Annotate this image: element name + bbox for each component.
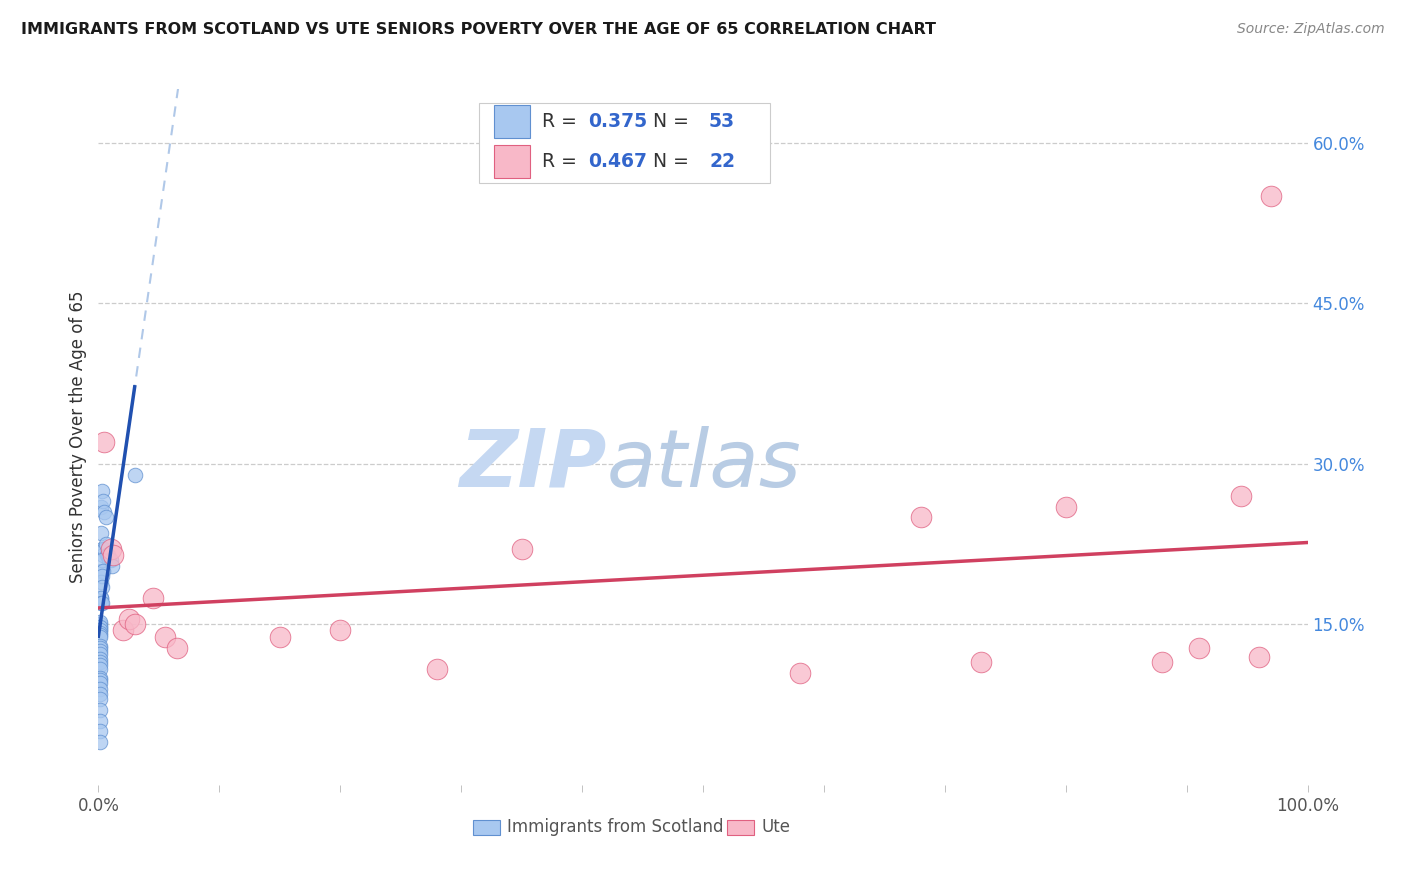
- Point: [1230, 489, 1253, 503]
- Point: [93, 435, 115, 450]
- Text: Immigrants from Scotland: Immigrants from Scotland: [508, 818, 724, 837]
- Point: [91, 553, 114, 567]
- Point: [100, 558, 122, 573]
- Point: [118, 612, 141, 626]
- Point: [89, 615, 111, 630]
- Point: [89, 644, 111, 658]
- Point: [89, 735, 111, 749]
- Text: N =: N =: [641, 112, 695, 131]
- Point: [89, 671, 111, 685]
- Point: [1260, 189, 1282, 203]
- Bar: [727, 820, 754, 835]
- Point: [94, 537, 117, 551]
- Point: [98, 553, 121, 567]
- Text: IMMIGRANTS FROM SCOTLAND VS UTE SENIORS POVERTY OVER THE AGE OF 65 CORRELATION C: IMMIGRANTS FROM SCOTLAND VS UTE SENIORS …: [21, 22, 936, 37]
- Point: [142, 591, 165, 605]
- Point: [90, 596, 112, 610]
- Point: [90, 574, 112, 589]
- Point: [100, 553, 122, 567]
- Point: [97, 548, 120, 562]
- Point: [89, 673, 111, 687]
- Point: [89, 692, 111, 706]
- Point: [94, 510, 117, 524]
- Point: [89, 617, 111, 632]
- Point: [89, 703, 111, 717]
- Point: [93, 542, 115, 557]
- Text: 0.467: 0.467: [588, 152, 647, 171]
- Text: atlas: atlas: [606, 425, 801, 504]
- Point: [89, 628, 111, 642]
- Point: [124, 467, 146, 482]
- Point: [89, 651, 111, 665]
- Point: [100, 542, 122, 557]
- Point: [90, 526, 112, 541]
- Point: [96, 548, 118, 562]
- Point: [89, 662, 111, 676]
- Point: [91, 569, 114, 583]
- Point: [90, 591, 112, 605]
- Point: [91, 548, 114, 562]
- Point: [269, 630, 291, 644]
- Point: [91, 494, 114, 508]
- Point: [153, 630, 176, 644]
- Point: [89, 648, 111, 662]
- Point: [89, 724, 111, 739]
- Text: R =: R =: [543, 112, 583, 131]
- Text: 53: 53: [709, 112, 735, 131]
- Point: [89, 626, 111, 640]
- Point: [90, 564, 112, 578]
- Point: [90, 500, 112, 514]
- Point: [91, 564, 114, 578]
- Y-axis label: Seniors Poverty Over the Age of 65: Seniors Poverty Over the Age of 65: [69, 291, 87, 583]
- Point: [91, 542, 114, 557]
- Point: [89, 619, 111, 633]
- Point: [1249, 649, 1271, 664]
- Point: [510, 542, 533, 557]
- Point: [89, 640, 111, 655]
- Point: [166, 640, 188, 655]
- Point: [89, 630, 111, 644]
- Text: N =: N =: [641, 152, 695, 171]
- Point: [89, 714, 111, 728]
- Point: [89, 623, 111, 637]
- Point: [1152, 655, 1174, 669]
- Point: [89, 676, 111, 690]
- Point: [89, 687, 111, 701]
- Point: [124, 617, 146, 632]
- Bar: [494, 104, 530, 138]
- Point: [89, 658, 111, 673]
- Point: [89, 681, 111, 696]
- Point: [789, 665, 811, 680]
- Point: [910, 510, 932, 524]
- Text: Ute: Ute: [761, 818, 790, 837]
- Text: ZIP: ZIP: [458, 425, 606, 504]
- Bar: [474, 820, 501, 835]
- Text: Source: ZipAtlas.com: Source: ZipAtlas.com: [1237, 22, 1385, 37]
- Point: [111, 623, 134, 637]
- Point: [90, 591, 112, 605]
- Point: [91, 580, 114, 594]
- Point: [1188, 640, 1211, 655]
- Point: [426, 662, 449, 676]
- Text: 22: 22: [709, 152, 735, 171]
- Point: [89, 639, 111, 653]
- Point: [91, 483, 114, 498]
- Bar: [494, 145, 530, 178]
- Point: [1054, 500, 1077, 514]
- Point: [101, 548, 124, 562]
- Point: [329, 623, 352, 637]
- Text: 0.375: 0.375: [588, 112, 647, 131]
- Point: [89, 655, 111, 669]
- Point: [970, 655, 993, 669]
- Point: [93, 505, 115, 519]
- Point: [89, 619, 111, 633]
- Point: [91, 596, 114, 610]
- Point: [89, 623, 111, 637]
- FancyBboxPatch shape: [479, 103, 769, 183]
- Text: R =: R =: [543, 152, 583, 171]
